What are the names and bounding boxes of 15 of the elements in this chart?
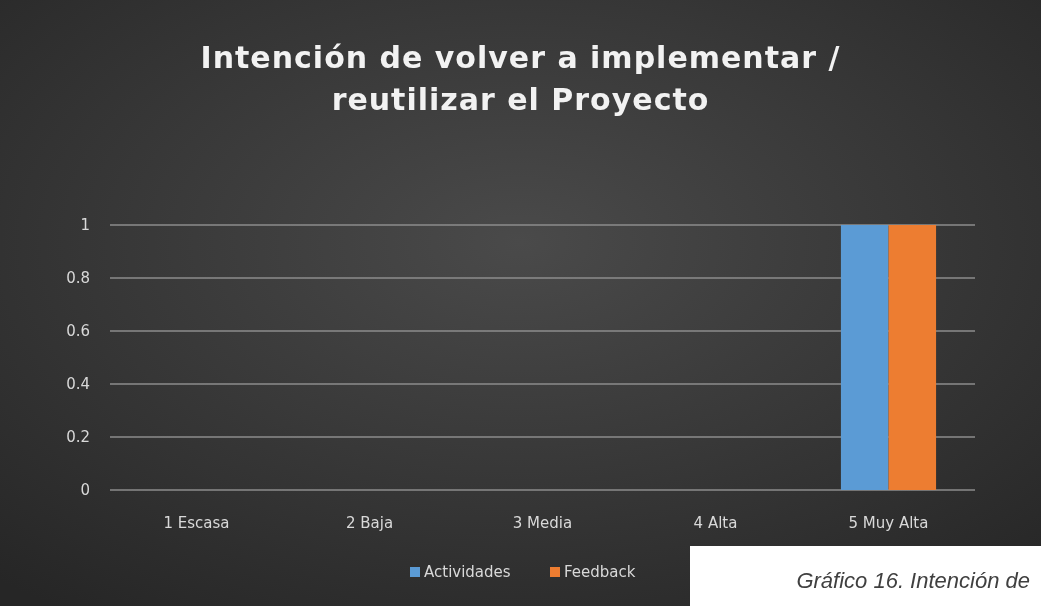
x-tick-label: 3 Media xyxy=(512,514,573,532)
y-tick-label: 0.4 xyxy=(66,375,90,394)
x-tick-label: 2 Baja xyxy=(345,514,394,532)
y-tick-label: 1 xyxy=(80,216,90,235)
legend-label: Actividades xyxy=(424,563,511,581)
x-tick-label: 4 Alta xyxy=(693,514,738,532)
y-tick-label: 0.2 xyxy=(66,428,90,447)
x-tick-label: 1 Escasa xyxy=(163,514,230,532)
legend-label: Feedback xyxy=(564,563,636,581)
y-tick-label: 0.8 xyxy=(66,269,90,288)
x-tick-label: 5 Muy Alta xyxy=(848,514,929,532)
y-tick-label: 0 xyxy=(80,481,90,500)
text: Gráfico 16. Intención de xyxy=(796,568,1030,593)
y-tick-label: 0.6 xyxy=(66,322,90,341)
chart-title: Intención de volver a implementar / reutilizar el Proyecto xyxy=(200,40,841,117)
